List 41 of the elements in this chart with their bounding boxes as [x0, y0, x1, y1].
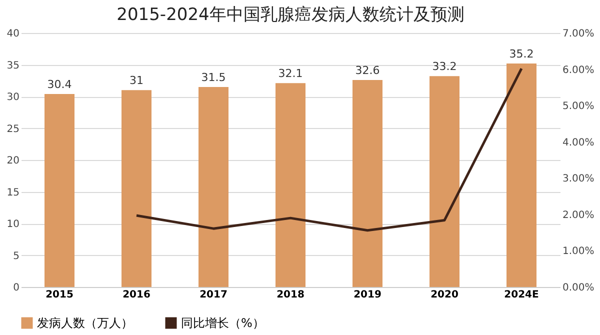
y2-tick-label: 7.00% — [562, 28, 594, 40]
y2-tick-label: 0.00% — [562, 282, 594, 294]
data-label: 32.6 — [355, 64, 380, 77]
x-tick-label: 2016 — [122, 290, 150, 300]
y2-tick-label: 4.00% — [562, 137, 594, 148]
bar — [352, 80, 382, 287]
y2-tick-label: 5.00% — [562, 101, 594, 112]
data-label: 31 — [130, 74, 144, 88]
y2-tick-label: 6.00% — [562, 64, 594, 76]
legend-label: 同比增长（%） — [181, 316, 264, 330]
y2-tick-label: 3.00% — [562, 174, 594, 185]
y-tick-label: 10 — [6, 219, 20, 230]
y2-tick-label: 2.00% — [562, 210, 594, 221]
bar — [506, 63, 536, 287]
bar — [122, 90, 152, 287]
x-tick-label: 2020 — [430, 290, 458, 300]
y-tick-label: 0 — [13, 282, 20, 294]
chart-title: 2015-2024年中国乳腺癌发病人数统计及预测 — [116, 5, 464, 25]
x-tick-label: 2019 — [354, 290, 382, 300]
data-label: 35.2 — [509, 47, 534, 60]
y-tick-label: 15 — [6, 187, 20, 198]
x-tick-label: 2018 — [276, 290, 304, 300]
bar — [276, 83, 306, 287]
x-tick-label: 2015 — [46, 290, 74, 300]
x-tick-label: 2024E — [504, 290, 539, 300]
y-tick-label: 35 — [6, 60, 20, 72]
bar — [198, 86, 228, 287]
y-tick-label: 25 — [6, 124, 20, 135]
y-tick-label: 40 — [6, 28, 20, 40]
x-tick-label: 2017 — [200, 290, 228, 300]
data-label: 33.2 — [432, 60, 457, 74]
y-tick-label: 30 — [6, 92, 20, 103]
data-label: 31.5 — [201, 70, 226, 84]
data-label: 32.1 — [278, 67, 303, 80]
legend-label: 发病人数（万人） — [37, 316, 133, 330]
y-tick-label: 20 — [6, 156, 20, 166]
bar — [44, 94, 74, 287]
y2-tick-label: 1.00% — [562, 246, 594, 258]
y-tick-label: 5 — [13, 250, 20, 262]
bar — [430, 76, 460, 287]
data-label: 30.4 — [47, 78, 72, 91]
